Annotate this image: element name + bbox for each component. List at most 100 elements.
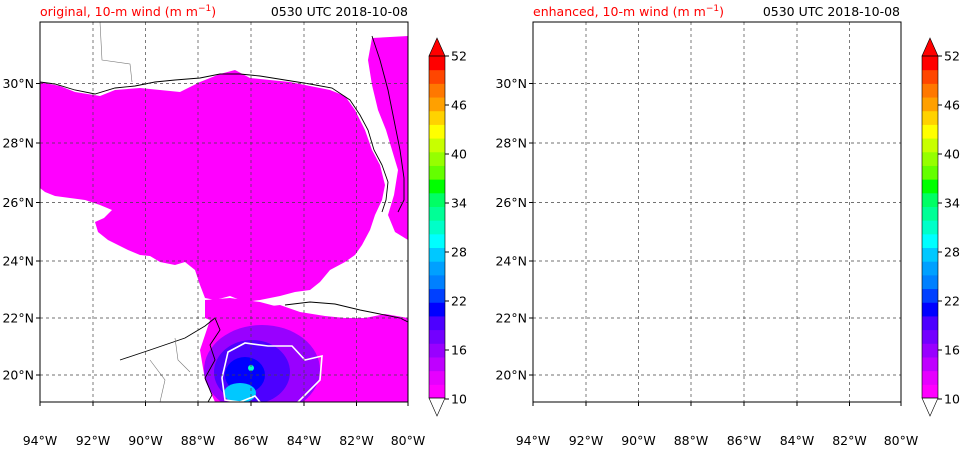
- colorbar-segment: [922, 233, 938, 249]
- colorbar-extend-min: [921, 397, 939, 417]
- coastline: [533, 36, 897, 212]
- colorbar-extend-min: [428, 397, 446, 417]
- colorbar-segment: [922, 206, 938, 221]
- colorbar-tick-label: 52: [451, 49, 467, 64]
- colorbar-extend-max: [428, 37, 446, 57]
- colorbar-segment: [429, 247, 445, 262]
- colorbar-segment: [429, 261, 445, 276]
- wind-contour: [221, 342, 323, 402]
- colorbar-segment: [922, 124, 938, 139]
- colorbar-tick-label: 40: [944, 147, 960, 162]
- colorbar-tick-label: 28: [944, 245, 960, 260]
- wind-field-atlantic: [861, 36, 901, 240]
- map-panel-original: original, 10-m wind (m m−1) 0530 UTC 201…: [2, 4, 466, 448]
- hurricane-band: [707, 340, 783, 404]
- colorbar-tick-label: 10: [451, 392, 467, 407]
- colorbar-tick-label: 22: [944, 294, 960, 309]
- lon-tick-label: 82°W: [339, 433, 374, 448]
- colorbar-segment: [922, 220, 938, 235]
- yucatan-coast: [613, 318, 713, 402]
- colorbar-segment: [922, 83, 938, 98]
- colorbar-segment: [429, 343, 445, 358]
- country-border: [99, 22, 191, 402]
- colorbar-segment: [429, 69, 445, 84]
- colorbar-segment: [922, 110, 938, 125]
- colorbar-segment: [429, 124, 445, 139]
- lon-tick-label: 94°W: [23, 433, 58, 448]
- colorbar-tick-label: 46: [451, 98, 467, 113]
- panel-title: original, 10-m wind (m m−1): [40, 4, 216, 19]
- colorbar-segment: [429, 329, 445, 344]
- colorbar-segment: [922, 192, 938, 207]
- colorbar-tick-label: 16: [451, 343, 467, 358]
- cuba-coast: [778, 302, 901, 322]
- lat-tick-label: 30°N: [2, 76, 34, 91]
- lon-tick-label: 90°W: [621, 433, 656, 448]
- colorbar-segment: [429, 97, 445, 112]
- wind-field-gulf: [40, 70, 385, 302]
- colorbar-segment: [429, 274, 445, 290]
- lat-tick-label: 28°N: [2, 136, 34, 151]
- lat-tick-label: 24°N: [495, 254, 527, 269]
- colorbar: 52 46 40 34 28 22 16 10: [921, 37, 960, 417]
- lon-tick-label: 92°W: [76, 433, 111, 448]
- map-frame: [532, 21, 902, 403]
- lat-tick-label: 22°N: [2, 311, 34, 326]
- colorbar-tick-label: 34: [451, 196, 467, 211]
- lon-tick-label: 92°W: [569, 433, 604, 448]
- colorbar-tick-label: 40: [451, 147, 467, 162]
- lon-tick-label: 84°W: [287, 433, 322, 448]
- lat-tick-label: 30°N: [495, 76, 527, 91]
- colorbar-segment: [429, 206, 445, 221]
- colorbar-segment: [429, 288, 445, 303]
- colorbar-segment: [922, 356, 938, 372]
- map-panel-enhanced: enhanced, 10-m wind (m m−1) 0530 UTC 201…: [495, 4, 959, 448]
- lon-tick-label: 90°W: [128, 433, 163, 448]
- country-border: [593, 22, 683, 402]
- colorbar-segment: [429, 302, 445, 317]
- colorbar-tick-label: 16: [944, 343, 960, 358]
- lon-tick-label: 86°W: [234, 433, 269, 448]
- colorbar-segment: [922, 370, 938, 385]
- panel-time: 0530 UTC 2018-10-08: [271, 4, 408, 19]
- lon-tick-label: 80°W: [884, 433, 919, 448]
- colorbar-segment: [429, 56, 445, 71]
- colorbar: 52 46 40 34 28 22 16 10: [428, 37, 467, 417]
- colorbar-segment: [429, 151, 445, 166]
- lon-tick-label: 94°W: [516, 433, 551, 448]
- colorbar-segment: [429, 138, 445, 153]
- lat-tick-label: 24°N: [2, 254, 34, 269]
- colorbar-segment: [922, 329, 938, 344]
- graticule: [533, 22, 901, 402]
- panel-title: enhanced, 10-m wind (m m−1): [533, 4, 724, 19]
- panel-time: 0530 UTC 2018-10-08: [763, 4, 900, 19]
- lon-tick-label: 80°W: [391, 433, 426, 448]
- colorbar-tick-label: 52: [944, 49, 960, 64]
- map-canvas: [40, 22, 408, 402]
- colorbar-segment: [922, 97, 938, 112]
- colorbar-tick-label: 46: [944, 98, 960, 113]
- colorbar-tick-label: 10: [944, 392, 960, 407]
- colorbar-segment: [429, 165, 445, 180]
- colorbar-segment: [922, 261, 938, 276]
- hurricane-eyewall: [224, 383, 256, 402]
- colorbar-segment: [429, 179, 445, 194]
- wind-contour: [715, 343, 815, 410]
- lat-tick-label: 26°N: [2, 195, 34, 210]
- wind-field-atlantic: [368, 36, 408, 240]
- lat-tick-label: 22°N: [495, 311, 527, 326]
- wind-field-tongue: [205, 298, 275, 322]
- colorbar-tick-label: 34: [944, 196, 960, 211]
- map-canvas: [533, 22, 901, 415]
- colorbar-segment: [922, 384, 938, 399]
- lat-tick-label: 28°N: [495, 136, 527, 151]
- colorbar-segment: [922, 151, 938, 166]
- lat-tick-label: 20°N: [495, 368, 527, 383]
- lon-tick-label: 84°W: [780, 433, 815, 448]
- colorbar-segment: [429, 370, 445, 385]
- lat-tick-label: 20°N: [2, 368, 34, 383]
- hurricane-eye: [248, 365, 254, 371]
- lat-tick-label: 26°N: [495, 195, 527, 210]
- colorbar-segment: [922, 274, 938, 290]
